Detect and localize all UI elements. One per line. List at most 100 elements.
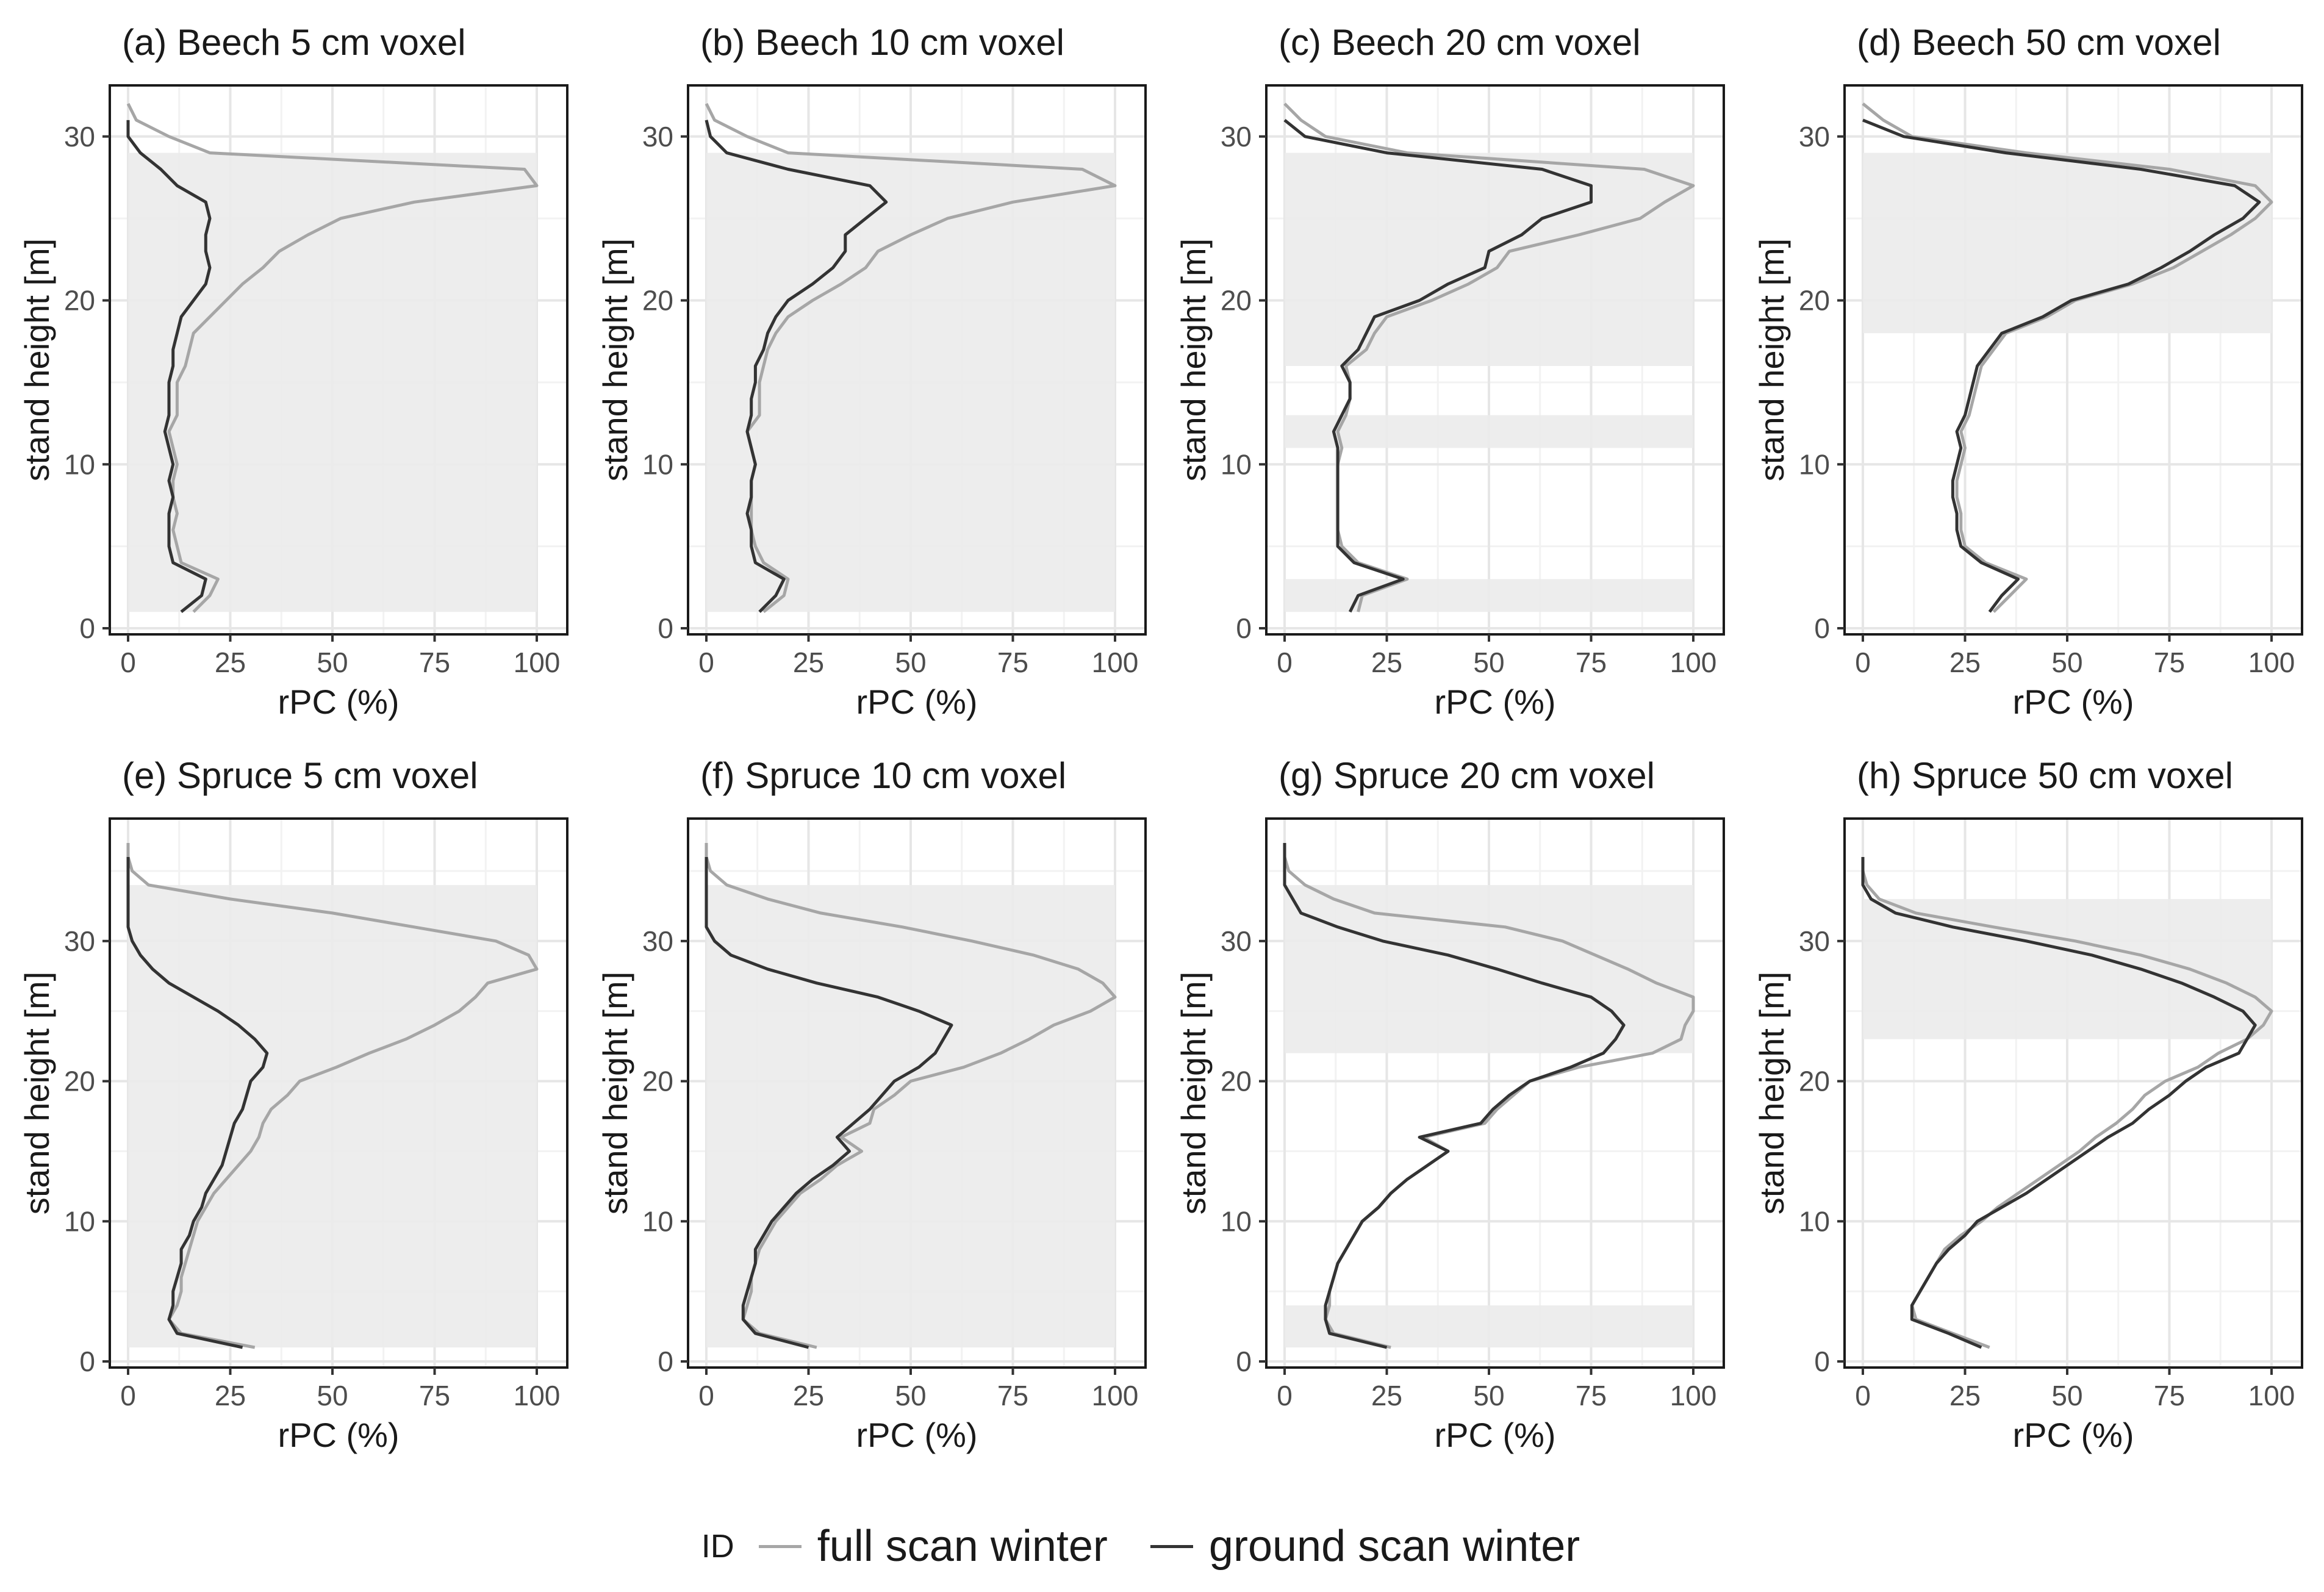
- x-tick-label: 50: [895, 1380, 926, 1411]
- x-tick-label: 50: [895, 647, 926, 678]
- x-axis-label: rPC (%): [278, 1416, 399, 1454]
- plot-frame: [687, 84, 1147, 636]
- legend-label-full-scan: full scan winter: [817, 1522, 1108, 1571]
- chart-title: (h) Spruce 50 cm voxel: [1857, 755, 2233, 796]
- x-tick-label: 0: [120, 647, 136, 678]
- y-tick-label: 30: [1221, 925, 1252, 957]
- series-line-ground-scan: [1862, 118, 2261, 613]
- plot-frame: [1843, 84, 2303, 636]
- y-tick-label: 0: [79, 1346, 95, 1377]
- y-tick-label: 20: [1221, 285, 1252, 317]
- y-axis-label: stand height [m]: [1752, 972, 1791, 1214]
- y-tick-label: 0: [1236, 1346, 1252, 1377]
- x-tick-label: 100: [2248, 1380, 2295, 1411]
- legend-title: ID: [701, 1528, 734, 1565]
- series-line-ground-scan: [705, 857, 953, 1349]
- x-tick-label: 0: [698, 1380, 714, 1411]
- legend: ID full scan winter ground scan winter: [0, 1513, 2324, 1580]
- y-axis-label: stand height [m]: [596, 238, 634, 481]
- x-tick-label: 75: [1576, 1380, 1607, 1411]
- chart-panel: 0 25 50 75 100 0 10 20 30 (b) Beech 10 cm voxel rP…: [578, 0, 1159, 744]
- x-tick-label: 0: [1855, 647, 1871, 678]
- x-tick-label: 100: [1670, 1380, 1717, 1411]
- chart-svg: 0 25 50 75 100 0 10 20 30 (h) Spruce 50 cm voxel r…: [1752, 755, 2303, 1454]
- x-tick-label: 75: [2154, 1380, 2185, 1411]
- plot-frame: [1265, 817, 1725, 1369]
- y-axis-label: stand height [m]: [1174, 238, 1213, 481]
- y-tick-label: 10: [1799, 1205, 1830, 1237]
- chart-title: (e) Spruce 5 cm voxel: [122, 755, 478, 796]
- x-tick-label: 50: [2051, 647, 2082, 678]
- chart-title: (d) Beech 50 cm voxel: [1857, 22, 2221, 63]
- series-line-full-scan: [1862, 102, 2273, 613]
- x-tick-label: 0: [698, 647, 714, 678]
- x-axis-label: rPC (%): [1434, 1416, 1555, 1454]
- chart-svg: 0 25 50 75 100 0 10 20 30 (a) Beech 5 cm voxel rPC…: [18, 22, 568, 721]
- shaded-band: [706, 152, 1115, 612]
- plot-frame: [1265, 84, 1725, 636]
- x-tick-label: 75: [2154, 647, 2185, 678]
- chart-title: (a) Beech 5 cm voxel: [122, 22, 466, 63]
- y-tick-label: 30: [642, 925, 673, 957]
- x-axis-label: rPC (%): [1434, 683, 1555, 721]
- y-tick-label: 10: [1221, 1205, 1252, 1237]
- y-tick-label: 30: [64, 925, 95, 957]
- x-tick-label: 0: [1277, 1380, 1293, 1411]
- shaded-band: [128, 884, 537, 1348]
- x-tick-label: 25: [793, 1380, 824, 1411]
- shaded-band: [1285, 415, 1693, 448]
- series-line-ground-scan: [126, 857, 269, 1349]
- x-tick-label: 0: [1855, 1380, 1871, 1411]
- x-tick-label: 100: [1092, 1380, 1139, 1411]
- chart-panel: 0 25 50 75 100 0 10 20 30 (h) Spruce 50 cm voxel r…: [1735, 733, 2315, 1477]
- x-tick-label: 25: [1371, 647, 1402, 678]
- x-tick-label: 100: [1092, 647, 1139, 678]
- plot-frame: [687, 817, 1147, 1369]
- shaded-band: [1285, 152, 1693, 366]
- x-tick-label: 75: [419, 1380, 450, 1411]
- y-tick-label: 20: [64, 285, 95, 317]
- y-tick-label: 0: [1814, 612, 1830, 644]
- x-tick-label: 0: [120, 1380, 136, 1411]
- plot-frame: [1843, 817, 2303, 1369]
- x-tick-label: 75: [997, 1380, 1028, 1411]
- y-tick-label: 0: [658, 612, 673, 644]
- y-tick-label: 10: [642, 448, 673, 480]
- x-tick-label: 50: [1473, 647, 1504, 678]
- chart-panel: 0 25 50 75 100 0 10 20 30 (d) Beech 50 cm voxel rP…: [1735, 0, 2315, 744]
- x-axis-label: rPC (%): [278, 683, 399, 721]
- chart-panel: 0 25 50 75 100 0 10 20 30 (e) Spruce 5 cm voxel rP…: [0, 733, 581, 1477]
- x-tick-label: 100: [514, 647, 561, 678]
- x-tick-label: 25: [1949, 647, 1981, 678]
- series-line-ground-scan: [1283, 118, 1593, 613]
- y-tick-label: 20: [1799, 285, 1830, 317]
- chart-title: (g) Spruce 20 cm voxel: [1279, 755, 1655, 796]
- y-tick-label: 20: [642, 1066, 673, 1097]
- legend-key-ground-scan: [1150, 1544, 1193, 1548]
- shaded-band: [128, 152, 537, 612]
- x-tick-label: 50: [317, 1380, 348, 1411]
- x-tick-label: 100: [514, 1380, 561, 1411]
- chart-panel: 0 25 50 75 100 0 10 20 30 (g) Spruce 20 cm voxel r…: [1157, 733, 1737, 1477]
- y-tick-label: 20: [1221, 1066, 1252, 1097]
- shaded-band: [1285, 884, 1693, 1053]
- x-tick-label: 0: [1277, 647, 1293, 678]
- y-tick-label: 10: [64, 1205, 95, 1237]
- x-axis-label: rPC (%): [2012, 1416, 2134, 1454]
- series-line-full-scan: [126, 102, 539, 613]
- x-tick-label: 75: [419, 647, 450, 678]
- y-axis-label: stand height [m]: [1174, 972, 1213, 1214]
- x-tick-label: 100: [2248, 647, 2295, 678]
- series-line-ground-scan: [126, 120, 212, 614]
- chart-title: (b) Beech 10 cm voxel: [700, 22, 1064, 63]
- y-tick-label: 20: [642, 285, 673, 317]
- y-tick-label: 20: [64, 1066, 95, 1097]
- y-tick-label: 0: [79, 612, 95, 644]
- x-tick-label: 25: [1949, 1380, 1981, 1411]
- y-axis-label: stand height [m]: [596, 972, 634, 1214]
- legend-label-ground-scan: ground scan winter: [1208, 1522, 1580, 1571]
- y-tick-label: 30: [1799, 925, 1830, 957]
- y-tick-label: 20: [1799, 1066, 1830, 1097]
- chart-panel: 0 25 50 75 100 0 10 20 30 (c) Beech 20 cm voxel rP…: [1157, 0, 1737, 744]
- x-tick-label: 25: [215, 1380, 246, 1411]
